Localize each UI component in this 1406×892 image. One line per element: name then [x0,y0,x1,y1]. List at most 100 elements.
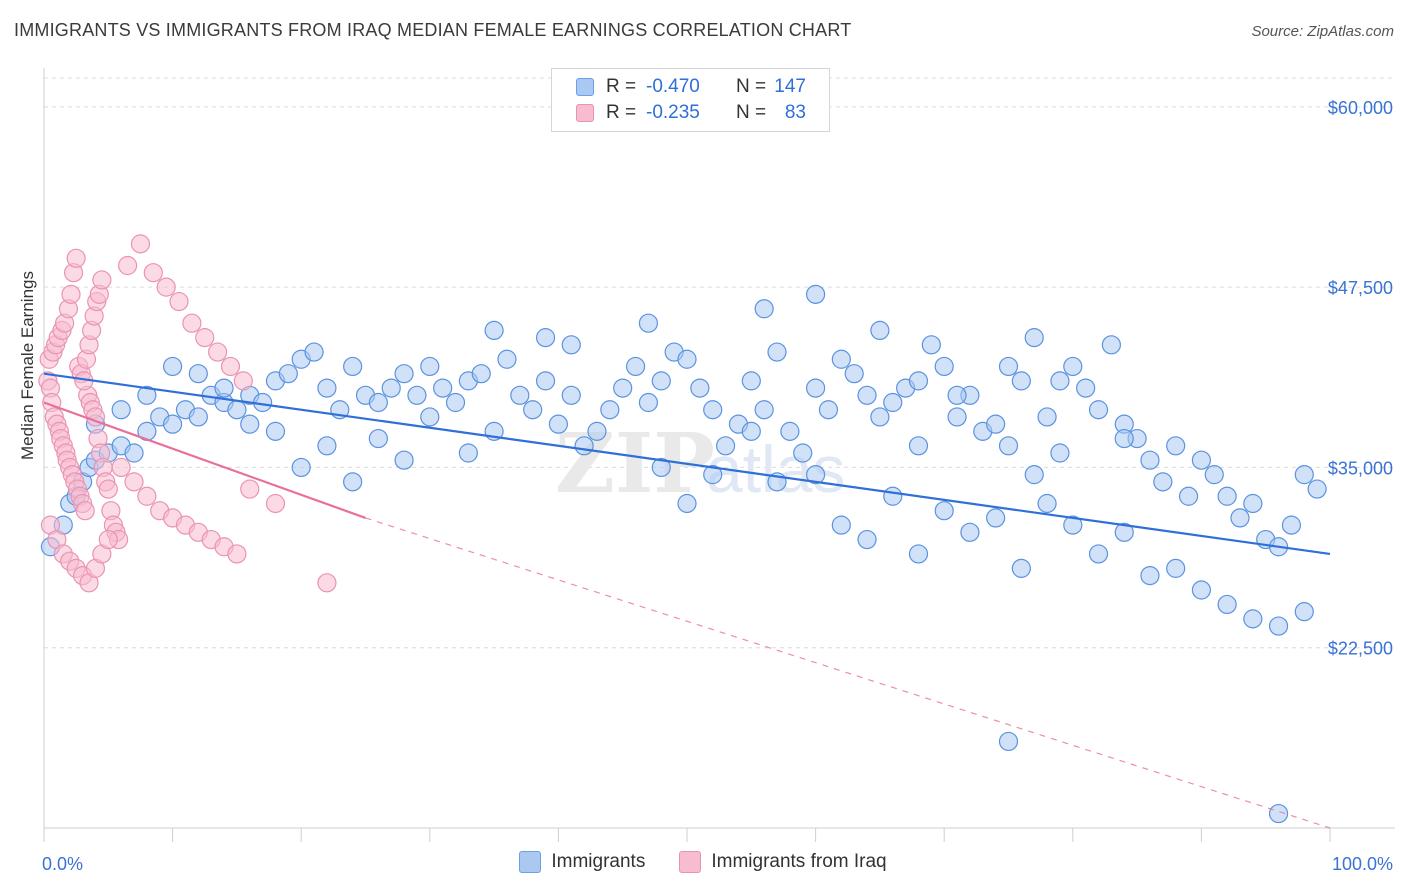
point-immigrants [1217,594,1237,615]
point-iraq [240,479,260,499]
chart-title: IMMIGRANTS VS IMMIGRANTS FROM IRAQ MEDIA… [14,20,852,40]
point-immigrants [625,356,646,377]
point-immigrants [1178,486,1199,506]
point-immigrants [1191,580,1212,600]
grid-lines [44,77,1395,649]
legend-r-label: R = [606,76,637,97]
y-tick-label: $35,000 [1328,458,1393,478]
point-immigrants [368,392,388,413]
trend-line-iraq [43,401,366,519]
point-immigrants [510,385,530,405]
point-iraq [111,457,131,478]
point-immigrants [870,407,890,427]
point-iraq [130,234,151,254]
point-immigrants [163,414,183,434]
x-tick-label-right: 100.0% [1332,854,1393,874]
point-immigrants [908,436,929,456]
point-iraq [208,342,228,362]
point-immigrants [574,436,594,456]
point-iraq [66,248,86,268]
point-immigrants [343,356,363,377]
point-iraq [92,270,112,290]
point-immigrants [1101,335,1121,355]
point-immigrants [1024,465,1044,485]
correlation-legend: R = -0.470 N = 147 R = -0.235 N = 83 [551,68,830,132]
point-iraq [195,328,215,348]
point-immigrants [420,356,440,377]
trend-lines [43,372,1331,829]
point-immigrants [613,378,633,398]
point-immigrants [1114,522,1134,542]
point-immigrants [703,400,723,420]
point-iraq [137,486,157,506]
point-immigrants [278,364,298,384]
x-tick-labels: 0.0% 100.0% [42,854,1393,874]
point-immigrants [1204,465,1224,485]
point-immigrants [651,371,671,391]
point-immigrants [703,465,723,485]
point-iraq [227,544,247,564]
y-tick-label: $22,500 [1328,639,1393,659]
point-immigrants [227,400,247,420]
point-immigrants [1037,493,1057,514]
point-immigrants [484,320,504,341]
point-immigrants [1191,450,1212,470]
point-immigrants [1166,436,1186,456]
point-immigrants [998,356,1019,377]
legend-item-immigrants[interactable]: Immigrants [519,851,645,873]
point-immigrants [651,457,671,478]
point-immigrants [715,436,736,456]
point-immigrants [471,364,491,384]
point-immigrants [188,364,208,384]
point-immigrants [394,450,414,470]
legend-item-iraq[interactable]: Immigrants from Iraq [679,851,887,873]
point-immigrants [754,400,774,420]
point-immigrants [767,342,787,362]
point-immigrants [908,544,929,564]
point-iraq [156,277,176,297]
point-immigrants [433,378,453,398]
point-immigrants [1294,465,1314,485]
point-immigrants [870,320,890,341]
point-immigrants [561,385,581,405]
legend-swatch-pink [576,104,594,122]
legend-row-immigrants: R = -0.470 N = 147 [576,75,806,99]
legend-swatch-pink [679,851,702,873]
point-immigrants [291,457,311,478]
point-immigrants [561,335,581,355]
y-tick-label: $47,500 [1328,278,1393,298]
point-immigrants [831,515,851,535]
point-iraq [169,291,189,312]
legend-r-value: -0.235 [646,102,700,123]
point-immigrants [535,328,556,348]
point-immigrants [124,443,144,463]
point-immigrants [1217,486,1237,506]
point-immigrants [741,371,761,391]
point-immigrants [805,465,826,485]
point-immigrants [523,400,543,420]
point-immigrants [638,392,659,413]
point-immigrants [780,421,800,441]
point-immigrants [793,443,813,463]
point-immigrants [163,356,183,377]
point-immigrants [1024,328,1044,348]
point-immigrants [1243,493,1263,514]
point-immigrants [690,378,710,398]
point-iraq [117,255,138,276]
legend-r-value: -0.470 [646,76,700,97]
point-immigrants [857,385,877,405]
point-immigrants [986,414,1006,434]
point-immigrants [1281,515,1302,535]
point-immigrants [805,284,826,304]
point-immigrants [535,371,556,391]
point-immigrants [1063,356,1083,377]
legend-r-label: R = [606,102,637,123]
point-immigrants [407,385,427,405]
point-iraq [124,472,144,492]
point-immigrants [638,313,659,333]
y-axis-title: Median Female Earnings [18,271,37,460]
point-immigrants [1037,407,1057,427]
point-iraq [143,263,163,283]
point-immigrants [998,731,1019,752]
